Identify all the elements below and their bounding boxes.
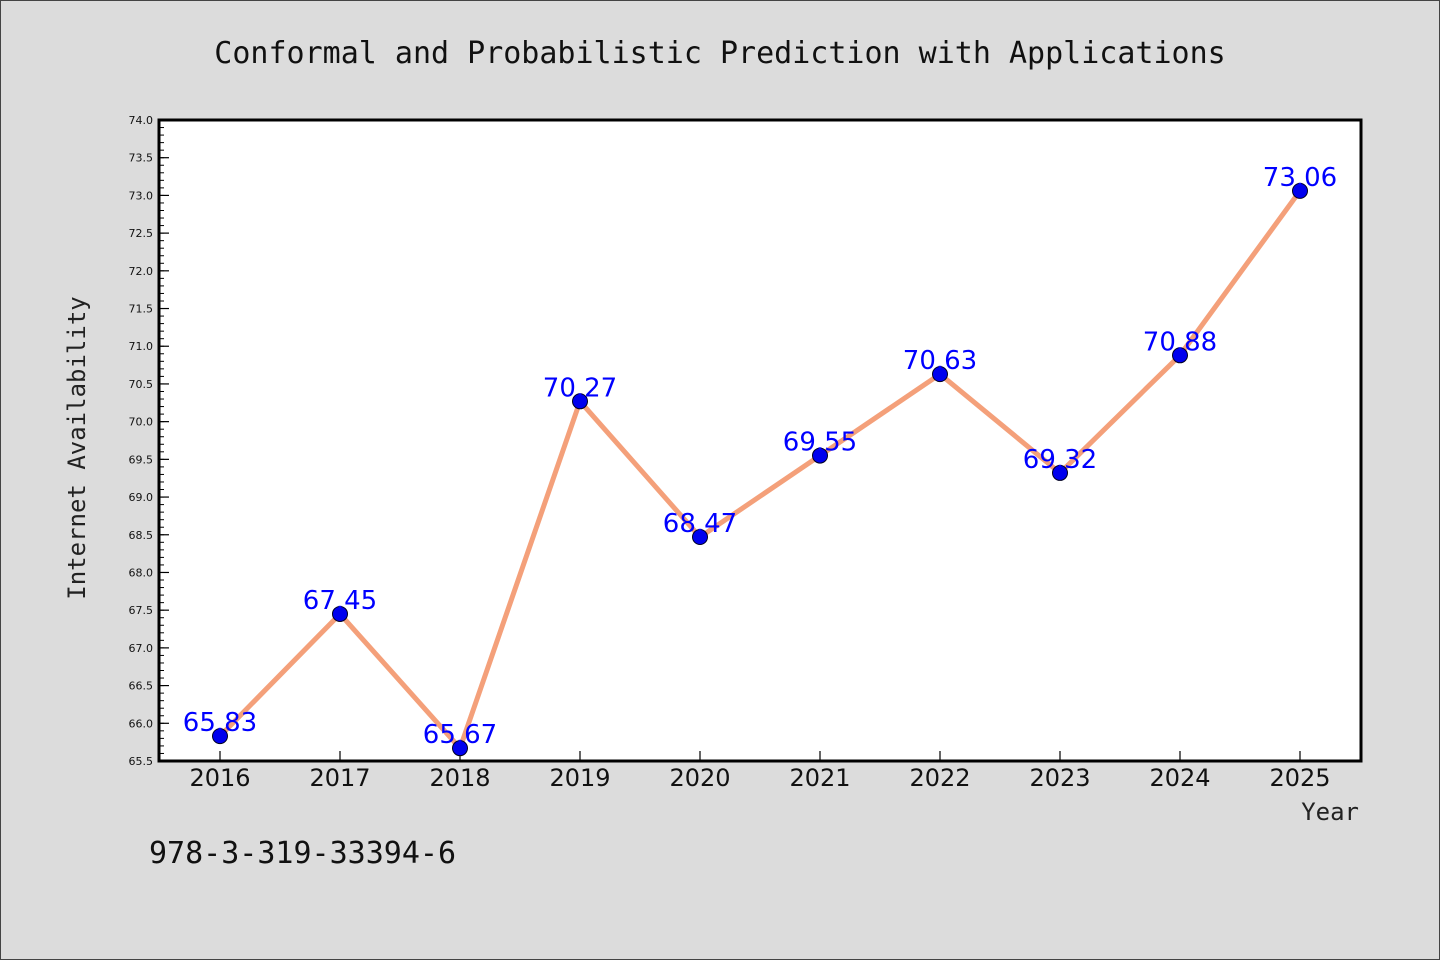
data-label: 65.83 [183, 708, 257, 738]
y-axis: 65.5 66.0 66.5 67.0 67.5 68.0 68.5 69.0 69.5 70.0… [129, 114, 169, 768]
y-tick-label: 70.5 [129, 378, 154, 391]
data-label: 67.45 [303, 586, 377, 616]
data-label: 69.55 [783, 428, 857, 458]
y-tick-label: 70.0 [129, 416, 154, 429]
y-tick-label: 72.0 [129, 265, 154, 278]
x-tick-label: 2022 [909, 764, 970, 792]
x-tick-label: 2017 [309, 764, 370, 792]
x-tick-label: 2020 [669, 764, 730, 792]
x-tick-label: 2019 [549, 764, 610, 792]
x-tick-label: 2024 [1149, 764, 1210, 792]
y-tick-label: 67.5 [129, 604, 154, 617]
data-point-marker [212, 728, 228, 745]
y-tick-label: 69.0 [129, 491, 154, 504]
data-point-marker [332, 605, 348, 622]
y-tick-label: 67.0 [129, 642, 154, 655]
data-point-marker [452, 740, 468, 757]
data-label: 70.88 [1143, 327, 1217, 357]
x-axis-title: Year [1301, 798, 1359, 826]
y-tick-label: 72.5 [129, 227, 154, 240]
chart-title: Conformal and Probabilistic Prediction w… [214, 36, 1225, 71]
series-line [218, 189, 1303, 751]
x-tick-label: 2016 [189, 764, 250, 792]
data-point-marker [572, 393, 588, 410]
data-label: 69.32 [1023, 445, 1097, 475]
data-label: 68.47 [663, 509, 737, 539]
marker-group [212, 182, 1308, 757]
isbn-text: 978-3-319-33394-6 [149, 836, 456, 871]
y-tick-label: 66.5 [129, 680, 154, 693]
data-label-group: 65.83 67.45 65.67 70.27 68.47 69.55 70.63 69.32… [183, 163, 1337, 750]
x-tick-label: 2021 [789, 764, 850, 792]
data-label: 65.67 [423, 720, 497, 750]
y-tick-label: 69.5 [129, 453, 154, 466]
data-point-marker [1172, 347, 1188, 364]
y-tick-label: 73.0 [129, 189, 154, 202]
x-axis: 2016 2017 2018 2019 2020 2021 2022 2023 2024 2025 [189, 751, 1331, 792]
data-point-marker [1052, 464, 1068, 481]
y-tick-label: 73.5 [129, 152, 154, 165]
data-label: 70.27 [543, 373, 617, 403]
y-tick-label: 65.5 [129, 755, 154, 768]
data-point-marker [932, 366, 948, 383]
plot-area [157, 118, 1363, 763]
y-tick-label: 71.0 [129, 340, 154, 353]
y-tick-label: 71.5 [129, 303, 154, 316]
data-label: 70.63 [903, 346, 977, 376]
x-tick-label: 2025 [1269, 764, 1330, 792]
y-tick-label: 66.0 [129, 717, 154, 730]
y-tick-label: 74.0 [129, 114, 154, 127]
y-tick-label: 68.0 [129, 566, 154, 579]
x-tick-label: 2023 [1029, 764, 1090, 792]
x-tick-label: 2018 [429, 764, 490, 792]
data-point-marker [812, 447, 828, 464]
data-point-marker [692, 529, 708, 546]
data-label: 73.06 [1263, 163, 1337, 193]
data-point-marker [1292, 182, 1308, 199]
y-axis-title: Internet Availability [63, 296, 91, 599]
series-line-group [218, 189, 1303, 751]
y-tick-label: 68.5 [129, 529, 154, 542]
